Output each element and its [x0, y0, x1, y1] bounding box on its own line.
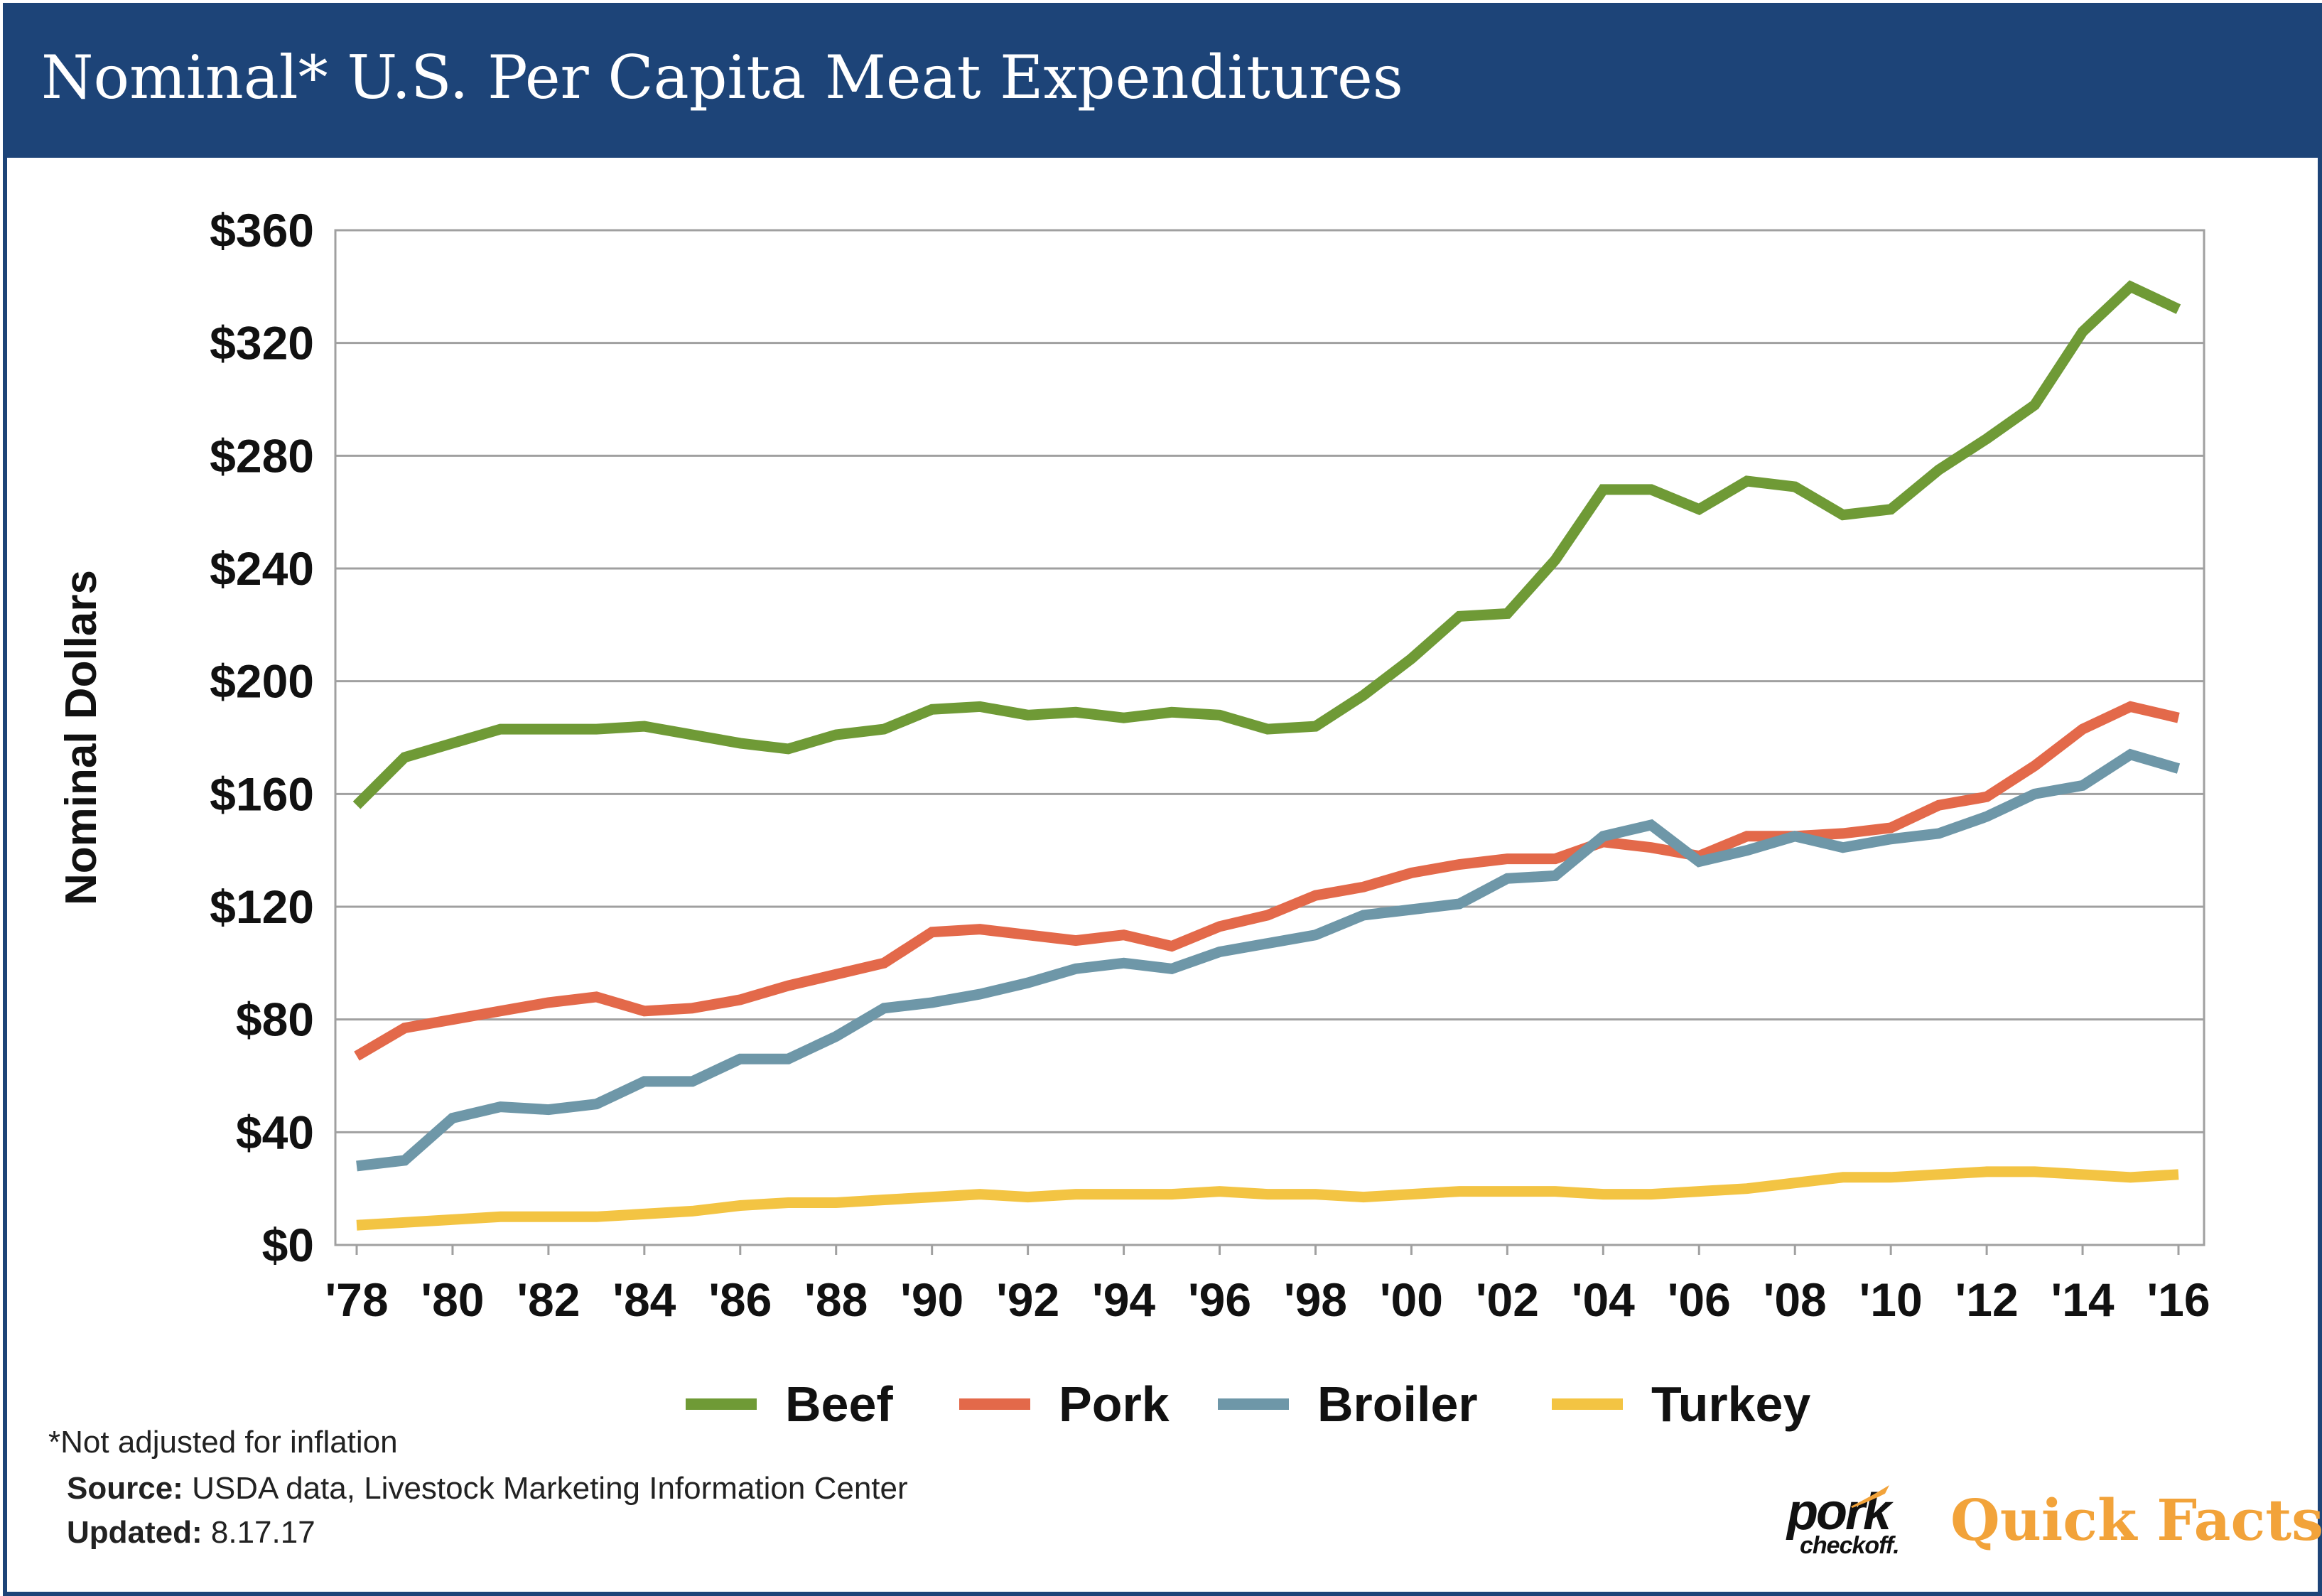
x-tick-label: '04 — [1572, 1273, 1635, 1326]
series-lines — [352, 280, 2181, 1231]
y-tick-label: $160 — [210, 767, 314, 820]
grid-lines — [335, 229, 2204, 1246]
x-tick-label: '78 — [325, 1273, 388, 1326]
x-tick-label: '82 — [517, 1273, 580, 1326]
source-line: Source: USDA data, Livestock Marketing I… — [67, 1471, 908, 1506]
logo-swoosh-icon — [1851, 1485, 1889, 1508]
x-tick-label: '88 — [804, 1273, 868, 1326]
series-line-broiler — [356, 748, 2181, 1172]
x-tick-label: '12 — [1955, 1273, 2019, 1326]
y-tick-label: $360 — [210, 204, 314, 257]
x-tick-label: '14 — [2051, 1273, 2114, 1326]
line-chart: $0 $40 $80 $120 $160 $200 $240 $280 $320 $360 '78… — [57, 204, 2210, 1432]
y-tick-label: $80 — [236, 993, 314, 1046]
x-tick-label: '86 — [708, 1273, 772, 1326]
y-tick-label: $240 — [210, 542, 314, 595]
y-tick-label: $200 — [210, 655, 314, 708]
title-bar: Nominal* U.S. Per Capita Meat Expenditur… — [7, 7, 2318, 158]
series-line-beef — [352, 280, 2181, 809]
footnote: *Not adjusted for inflation — [48, 1425, 398, 1460]
x-tick-label: '96 — [1188, 1273, 1251, 1326]
series-line-turkey — [356, 1166, 2179, 1231]
logo-subword: checkoff. — [1800, 1532, 1900, 1559]
x-tick-label: '90 — [900, 1273, 963, 1326]
x-tick-label: '16 — [2146, 1273, 2210, 1326]
legend-label-turkey: Turkey — [1651, 1376, 1810, 1432]
chart-frame: Nominal* U.S. Per Capita Meat Expenditur… — [3, 3, 2322, 1596]
x-tick-label: '98 — [1284, 1273, 1347, 1326]
legend-label-beef: Beef — [785, 1376, 893, 1432]
quick-facts-tagline: Quick Facts — [1950, 1487, 2322, 1553]
x-tick-label: '02 — [1476, 1273, 1539, 1326]
x-tick-label: '08 — [1764, 1273, 1827, 1326]
x-axis-ticks: '78 '80 '82 '84 '86 '88 '90 '92 '94 '96 '98 '00 '02 '… — [325, 1245, 2210, 1326]
y-axis-ticks: $0 $40 $80 $120 $160 $200 $240 $280 $320 $360 — [210, 204, 314, 1271]
y-tick-label: $40 — [236, 1106, 314, 1158]
x-tick-label: '06 — [1668, 1273, 1731, 1326]
x-tick-label: '10 — [1859, 1273, 1923, 1326]
x-tick-label: '94 — [1092, 1273, 1155, 1326]
legend-label-pork: Pork — [1059, 1376, 1170, 1432]
x-tick-label: '80 — [421, 1273, 484, 1326]
y-tick-label: $320 — [210, 317, 314, 370]
y-tick-label: $280 — [210, 429, 314, 482]
source-label: Source: — [67, 1471, 183, 1506]
x-tick-label: '84 — [612, 1273, 676, 1326]
source-text: USDA data, Livestock Marketing Informati… — [192, 1471, 908, 1506]
legend-label-broiler: Broiler — [1317, 1376, 1478, 1432]
series-line-pork — [354, 701, 2180, 1061]
plot-area-border — [334, 229, 2205, 1246]
y-tick-label: $120 — [210, 880, 314, 933]
pork-checkoff-logo: pork checkoff. — [1787, 1485, 1900, 1563]
y-axis-label: Nominal Dollars — [57, 570, 106, 905]
x-tick-label: '00 — [1380, 1273, 1443, 1326]
x-tick-label: '92 — [996, 1273, 1059, 1326]
chart-title: Nominal* U.S. Per Capita Meat Expenditur… — [41, 43, 1403, 112]
legend: Beef Pork Broiler Turkey — [686, 1376, 1810, 1432]
updated-text: 8.17.17 — [210, 1515, 315, 1550]
updated-label: Updated: — [67, 1515, 202, 1550]
y-tick-label: $0 — [262, 1219, 314, 1271]
updated-line: Updated: 8.17.17 — [67, 1515, 315, 1551]
